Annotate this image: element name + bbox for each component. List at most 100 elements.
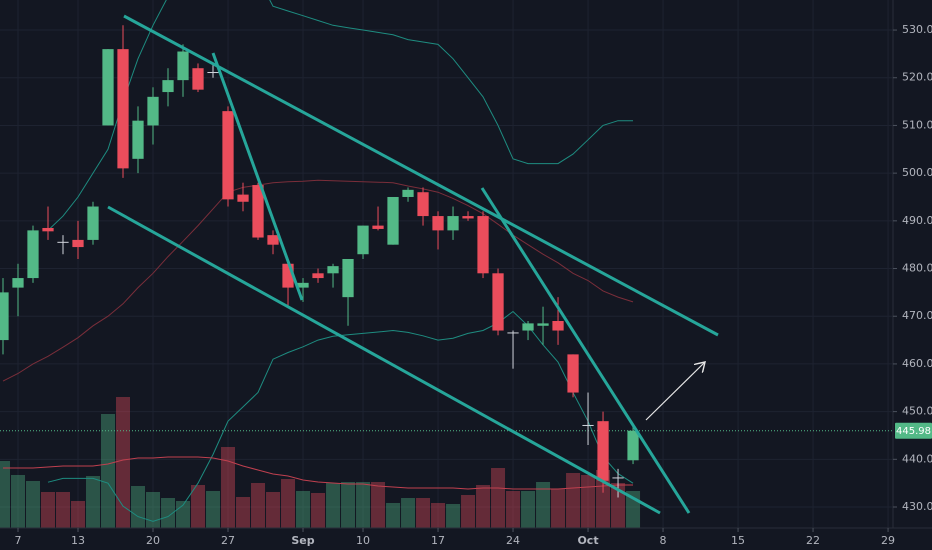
- candle-body: [267, 235, 279, 245]
- volume-bar: [506, 491, 521, 528]
- x-tick-label: 8: [660, 534, 667, 547]
- candle-body: [237, 194, 249, 202]
- indicator-line: [3, 456, 633, 490]
- candle-body: [42, 227, 54, 232]
- trendline: [123, 14, 719, 337]
- candle-body: [87, 206, 99, 240]
- trendlines: [107, 14, 719, 515]
- arrow: [645, 362, 705, 421]
- candle-body: [177, 51, 189, 81]
- volume-bar: [491, 468, 506, 528]
- volume-layer: [0, 397, 641, 528]
- volume-bar: [11, 475, 26, 528]
- x-tick-label: 24: [506, 534, 520, 547]
- volume-bar: [521, 491, 536, 528]
- plot-area: [0, 0, 893, 528]
- candle-body: [492, 273, 504, 331]
- volume-bar: [401, 498, 416, 528]
- volume-bar: [26, 481, 41, 528]
- volume-bar: [266, 492, 281, 528]
- y-tick-label: 520.00: [902, 71, 932, 84]
- volume-bar: [101, 414, 116, 528]
- volume-bar: [476, 485, 491, 528]
- volume-bar: [191, 485, 206, 528]
- volume-bar: [71, 501, 86, 528]
- candle-body: [597, 421, 609, 481]
- volume-bar: [131, 486, 146, 528]
- x-tick-label: Oct: [577, 534, 598, 547]
- volume-bar: [356, 482, 371, 528]
- candle-body: [342, 258, 354, 298]
- trendline: [107, 205, 661, 515]
- candle-body: [402, 189, 414, 197]
- trendline: [480, 187, 691, 514]
- candle-body: [207, 72, 219, 74]
- volume-bar: [551, 489, 566, 528]
- volume-bar: [41, 492, 56, 528]
- candle-body: [147, 96, 159, 126]
- candle-body: [162, 80, 174, 93]
- volume-bar: [536, 482, 551, 528]
- volume-bar: [161, 498, 176, 528]
- x-tick-label: 20: [146, 534, 160, 547]
- candle-body: [222, 111, 234, 200]
- candle-body: [282, 263, 294, 288]
- volume-bar: [386, 503, 401, 528]
- candle-body: [507, 332, 519, 334]
- candle-body: [372, 225, 384, 229]
- volume-bar: [581, 475, 596, 528]
- candle-body: [432, 216, 444, 231]
- candle-body: [387, 196, 399, 245]
- volume-bar: [566, 473, 581, 528]
- y-tick-label: 460.00: [902, 357, 932, 370]
- x-tick-label: 7: [15, 534, 22, 547]
- candle-body: [582, 424, 594, 426]
- candle-body: [417, 192, 429, 217]
- volume-bar: [326, 483, 341, 528]
- candle-body: [477, 216, 489, 274]
- x-tick-label: 10: [356, 534, 370, 547]
- volume-bar: [146, 492, 161, 528]
- volume-bar: [431, 503, 446, 528]
- candle-body: [537, 323, 549, 326]
- volume-bar: [56, 492, 71, 528]
- y-tick-label: 450.00: [902, 405, 932, 418]
- x-tick-label: 13: [71, 534, 85, 547]
- x-tick-label: 29: [881, 534, 895, 547]
- indicator-line: [2, 179, 634, 382]
- x-tick-label: 15: [731, 534, 745, 547]
- candle-body: [552, 320, 564, 331]
- candle-body: [357, 225, 369, 255]
- candle-body: [57, 241, 69, 243]
- y-tick-label: 430.00: [902, 500, 932, 513]
- candle-body: [567, 354, 579, 393]
- volume-bar: [251, 483, 266, 528]
- x-tick-label: 17: [431, 534, 445, 547]
- x-tick-label: 27: [221, 534, 235, 547]
- candle-body: [102, 49, 114, 126]
- axes: 430.00 440.00 450.00 460.00 470.00 480.00 490.…: [15, 23, 932, 547]
- volume-bar: [416, 498, 431, 528]
- volume-bar: [0, 461, 11, 528]
- x-tick-label: Sep: [291, 534, 314, 547]
- volume-bar: [611, 483, 626, 528]
- indicator-line: [47, 0, 633, 231]
- candle-body: [627, 430, 639, 461]
- candle-body: [192, 68, 204, 90]
- volume-bar: [236, 497, 251, 528]
- candle-body: [612, 477, 624, 479]
- candle-body: [72, 239, 84, 248]
- volume-bar: [371, 482, 386, 528]
- candle-body: [312, 273, 324, 279]
- candle-body: [27, 230, 39, 279]
- last-price-box: [895, 422, 932, 439]
- volume-bar: [281, 479, 296, 528]
- candle-body: [327, 266, 339, 274]
- y-tick-label: 530.00: [902, 23, 932, 36]
- candle-body: [117, 49, 129, 169]
- candle-body: [0, 292, 9, 341]
- volume-bar: [341, 482, 356, 528]
